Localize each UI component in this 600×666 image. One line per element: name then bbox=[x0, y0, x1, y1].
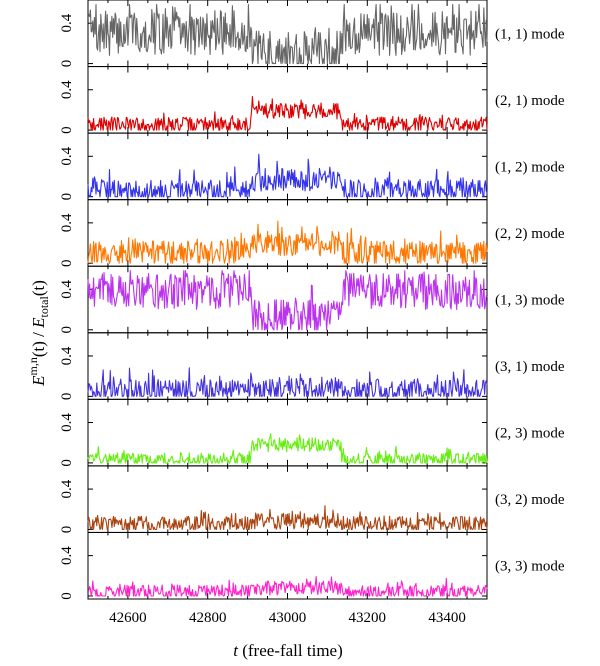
x-tick-label: 43000 bbox=[269, 610, 307, 626]
series-line bbox=[87, 270, 488, 331]
x-tick-label: 43200 bbox=[349, 610, 387, 626]
y-tick-label: 0 bbox=[59, 259, 75, 267]
y-tick-label: 0.4 bbox=[59, 413, 75, 432]
panel: 0 0.4 (2, 2) mode bbox=[59, 199, 565, 267]
panel-frame bbox=[87, 398, 488, 467]
mode-label: (2, 1) mode bbox=[495, 93, 565, 109]
y-tick-label: 0.4 bbox=[59, 280, 75, 299]
y-tick-label: 0.4 bbox=[59, 13, 75, 32]
y-tick-label: 0 bbox=[59, 592, 75, 600]
mode-label: (1, 2) mode bbox=[495, 159, 565, 175]
y-tick-label: 0 bbox=[59, 393, 75, 401]
series-line bbox=[87, 95, 488, 131]
y-tick-label: 0 bbox=[59, 60, 75, 68]
mode-label: (2, 2) mode bbox=[495, 226, 565, 242]
series-line bbox=[87, 505, 488, 530]
x-tick-label: 42800 bbox=[189, 610, 227, 626]
y-tick-label: 0.4 bbox=[59, 80, 75, 99]
mode-label: (1, 1) mode bbox=[495, 26, 565, 42]
series-line bbox=[87, 367, 488, 397]
x-tick-labels: 42600 42800 43000 43200 43400 bbox=[109, 610, 466, 626]
y-tick-label: 0.4 bbox=[59, 546, 75, 565]
series-line bbox=[87, 433, 488, 464]
y-tick-label: 0.4 bbox=[59, 213, 75, 232]
mode-label: (3, 2) mode bbox=[495, 492, 565, 508]
y-tick-label: 0 bbox=[59, 126, 75, 134]
y-tick-label: 0.4 bbox=[59, 146, 75, 165]
panel: 0 0.4 (3, 2) mode bbox=[59, 465, 565, 534]
x-tick-label: 43400 bbox=[428, 610, 466, 626]
y-tick-label: 0 bbox=[59, 193, 75, 201]
y-tick-label: 0.4 bbox=[59, 346, 75, 365]
y-axis-label: Em,n(t) / Etotal(t) bbox=[26, 280, 51, 387]
mode-label: (3, 3) mode bbox=[495, 559, 565, 575]
y-tick-label: 0 bbox=[59, 526, 75, 534]
panel: 0 0.4 (3, 3) mode bbox=[59, 531, 565, 600]
mode-label: (3, 1) mode bbox=[495, 359, 565, 375]
panel: 0 0.4 (3, 1) mode bbox=[59, 332, 565, 401]
panel: 0 0.4 (1, 3) mode bbox=[59, 265, 565, 334]
y-tick-label: 0 bbox=[59, 459, 75, 467]
y-tick-label: 0 bbox=[59, 326, 75, 334]
y-tick-label: 0.4 bbox=[59, 479, 75, 498]
panels-group: 0 0.4 (1, 1) mode 0 0.4 (2, 1) mode 0 0.4 (1, 2)… bbox=[59, 0, 565, 600]
mode-label: (1, 3) mode bbox=[495, 293, 565, 309]
panel-frame bbox=[87, 199, 488, 267]
x-axis-label: t (free-fall time) bbox=[233, 641, 343, 660]
series-line bbox=[87, 153, 488, 198]
series-line bbox=[87, 3, 488, 65]
panel: 0 0.4 (1, 2) mode bbox=[59, 132, 565, 201]
panel: 0 0.4 (2, 1) mode bbox=[59, 66, 565, 134]
panel: 0 0.4 (1, 1) mode bbox=[59, 0, 565, 67]
x-tick-label: 42600 bbox=[109, 610, 147, 626]
series-line bbox=[87, 220, 488, 264]
panel: 0 0.4 (2, 3) mode bbox=[59, 398, 565, 467]
mode-label: (2, 3) mode bbox=[495, 426, 565, 442]
series-line bbox=[87, 575, 488, 597]
